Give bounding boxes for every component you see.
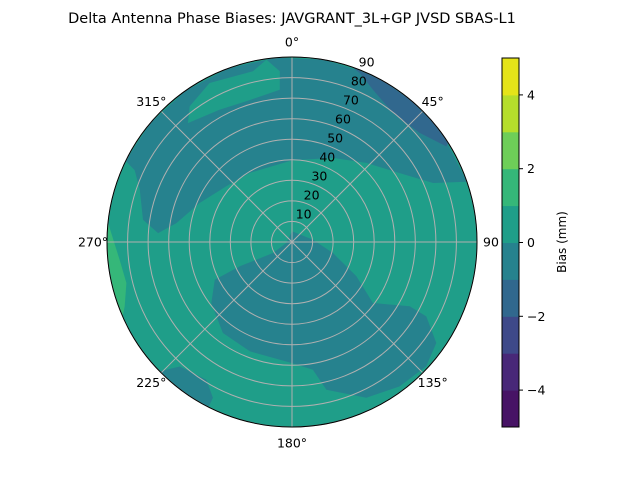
angular-tick-label: 135° <box>418 375 448 390</box>
colorbar: −4 −2 0 2 4 <box>501 57 545 428</box>
contour-region-4 <box>159 366 213 408</box>
colorbar-band <box>502 131 519 170</box>
contour-region-2 <box>352 67 449 147</box>
radial-tick-label: 40 <box>319 149 335 164</box>
angular-tick-labels: 0° 45° 90 135° 180° 225° 270° 315° <box>78 35 499 451</box>
colorbar-band <box>502 205 519 243</box>
colorbar-tick-label: 4 <box>527 87 535 102</box>
radial-tick-label: 80 <box>351 73 367 88</box>
angular-gridline <box>291 241 424 374</box>
radial-tick-label: 30 <box>311 168 327 183</box>
angular-gridline <box>160 241 293 374</box>
angular-tick-label: 45° <box>422 94 444 109</box>
angular-gridline <box>291 110 424 243</box>
colorbar-band <box>502 390 519 428</box>
angular-tick-label: 315° <box>136 94 166 109</box>
angular-tick-label: 90 <box>483 235 499 250</box>
angular-tick-label: 270° <box>78 235 108 250</box>
colorbar-band <box>502 353 519 391</box>
angular-tick-label: 180° <box>277 436 307 451</box>
colorbar-band <box>502 279 519 317</box>
angular-tick-label: 225° <box>136 375 166 390</box>
colorbar-band <box>502 242 519 280</box>
colorbar-tick-label: −4 <box>527 383 545 398</box>
radial-tick-labels: 10 20 30 40 50 60 70 80 90 <box>296 54 375 221</box>
radial-tick-label: 50 <box>327 130 343 145</box>
colorbar-label: Bias (mm) <box>555 211 569 273</box>
radial-tick-label: 70 <box>343 92 359 107</box>
polar-grid <box>106 56 478 428</box>
radial-tick-label: 10 <box>296 206 312 221</box>
contour-region-5 <box>107 222 127 317</box>
polar-frame <box>106 56 478 428</box>
colorbar-tick-label: 2 <box>527 161 535 176</box>
colorbar-tick-label: −2 <box>527 309 545 324</box>
radial-tick-label: 60 <box>335 111 351 126</box>
colorbar-band <box>502 316 519 354</box>
radial-tick-label: 90 <box>359 54 375 69</box>
colorbar-tick-label: 0 <box>527 235 535 250</box>
radial-tick-label: 20 <box>304 187 320 202</box>
contour-region-1 <box>187 59 280 124</box>
colorbar-band <box>502 168 519 207</box>
colorbar-band <box>502 58 519 96</box>
chart-title: Delta Antenna Phase Biases: JAVGRANT_3L+… <box>68 11 516 27</box>
colorbar-band <box>502 94 519 133</box>
angular-gridline <box>160 110 293 243</box>
angular-tick-label: 0° <box>285 35 299 50</box>
